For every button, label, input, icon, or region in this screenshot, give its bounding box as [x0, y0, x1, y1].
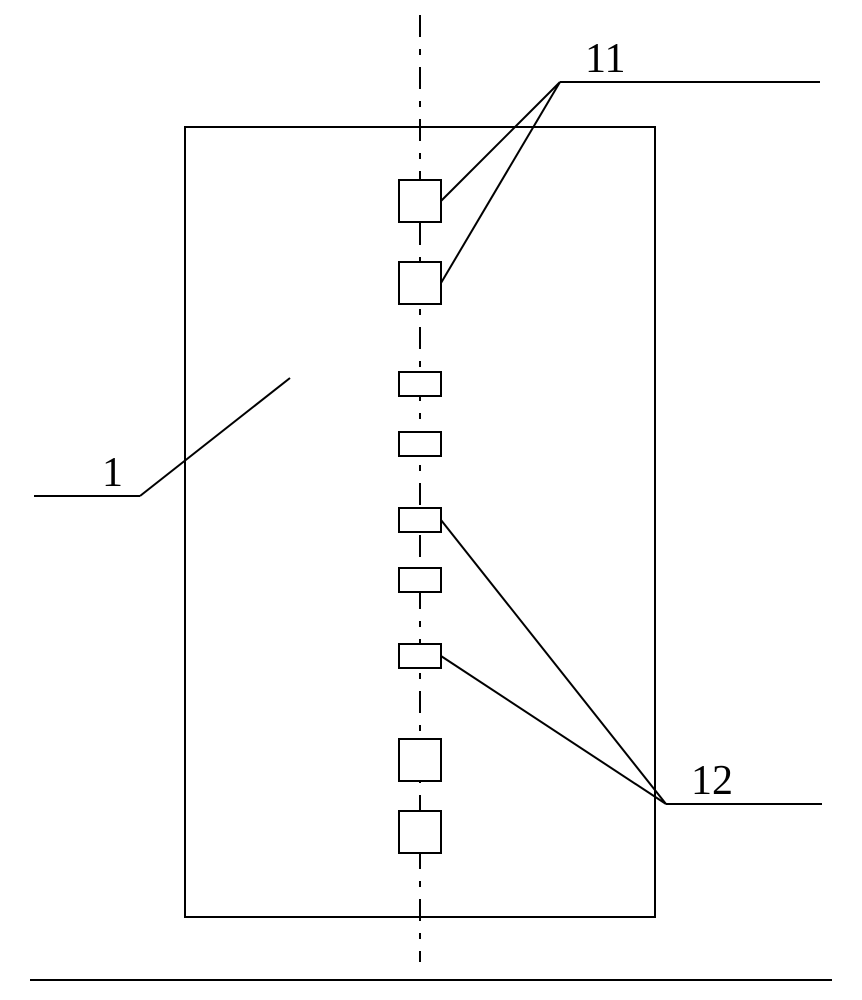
feature-11-square — [399, 739, 441, 781]
feature-11-square — [399, 180, 441, 222]
feature-12-rect — [399, 432, 441, 456]
feature-12-rect — [399, 568, 441, 592]
feature-12-rect — [399, 644, 441, 668]
feature-11-square — [399, 811, 441, 853]
label-11-text: 11 — [585, 36, 625, 82]
label-1-text: 1 — [102, 450, 123, 496]
feature-12-rect — [399, 372, 441, 396]
feature-11-square — [399, 262, 441, 304]
feature-12-rect — [399, 508, 441, 532]
label-12-text: 12 — [691, 758, 733, 804]
